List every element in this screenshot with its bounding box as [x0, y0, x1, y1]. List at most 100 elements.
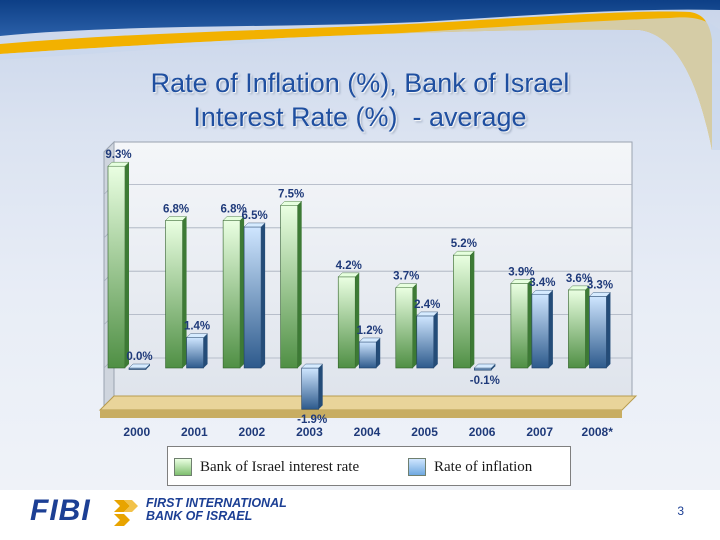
bar-interest-2002-front	[222, 220, 241, 369]
bar-interest-2004-side	[355, 272, 360, 368]
data-label-interest-2004: 4.2%	[336, 260, 362, 272]
data-label-inflation-2005: 2.4%	[414, 299, 440, 311]
bar-interest-2006	[452, 250, 475, 369]
bar-interest-2006-side	[470, 251, 475, 368]
bar-interest-2000	[107, 161, 130, 369]
data-label-inflation-2006: -0.1%	[470, 375, 500, 387]
bar-interest-2003-front	[280, 204, 298, 369]
bar-inflation-2007-top	[531, 290, 554, 295]
x-tick-label-2005: 2005	[411, 425, 438, 439]
x-tick-label-2000: 2000	[123, 425, 150, 439]
bar-inflation-2006	[473, 363, 496, 371]
x-tick-label-2008*: 2008*	[582, 425, 614, 439]
bar-inflation-2008*	[588, 292, 611, 369]
bar-interest-2003	[280, 201, 303, 369]
bar-interest-2000-top	[107, 161, 130, 167]
bar-inflation-2001-front	[186, 337, 204, 369]
bar-inflation-2000-front	[128, 367, 147, 370]
data-label-interest-2006: 5.2%	[451, 238, 477, 250]
bar-interest-2008*	[567, 285, 590, 369]
bar-interest-2004-front	[337, 276, 356, 369]
data-label-inflation-2000: 0.0%	[126, 351, 152, 363]
bar-inflation-2002-front	[243, 226, 262, 369]
title-line-2: Interest Rate (%) - average	[193, 102, 527, 132]
bar-interest-2005-front	[395, 287, 414, 369]
data-label-inflation-2007: 3.4%	[529, 277, 555, 289]
bank-name: FIRST INTERNATIONAL BANK OF ISRAEL	[146, 497, 287, 523]
bar-interest-2000-front	[107, 165, 126, 369]
bar-inflation-2002-top	[243, 222, 266, 228]
data-label-inflation-2001: 1.4%	[184, 321, 210, 333]
slide-title: Rate of Inflation (%), Bank of Israel In…	[60, 66, 660, 134]
bar-inflation-2008*-top	[588, 292, 611, 297]
x-tick-label-2001: 2001	[181, 425, 208, 439]
fibi-logo-wordmark: FIBI	[30, 494, 91, 527]
bar-inflation-2005-front	[416, 315, 435, 369]
bar-interest-2001	[165, 216, 188, 369]
data-label-interest-2001: 6.8%	[163, 203, 189, 215]
bar-interest-2002-side	[240, 216, 245, 368]
bar-inflation-2006-top	[473, 363, 496, 369]
bar-interest-2002	[222, 216, 245, 369]
bar-inflation-2004-front	[358, 341, 377, 369]
x-tick-label-2004: 2004	[354, 425, 381, 439]
bar-interest-2003-top	[280, 201, 303, 206]
legend-item-interest: Bank of Israel interest rate	[174, 458, 359, 476]
bar-interest-2006-front	[453, 254, 471, 369]
data-label-interest-2008*: 3.6%	[566, 273, 592, 285]
bank-name-line-2: BANK OF ISRAEL	[146, 509, 253, 523]
bar-interest-2005	[395, 283, 418, 369]
bar-inflation-2007	[531, 290, 554, 369]
bar-inflation-2001	[186, 333, 209, 369]
data-label-interest-2002: 6.8%	[221, 203, 247, 215]
bar-interest-2008*-top	[567, 285, 590, 291]
page-number: 3	[677, 504, 684, 518]
title-line-1: Rate of Inflation (%), Bank of Israel	[150, 68, 570, 98]
bar-interest-2007-top	[510, 279, 533, 284]
bar-interest-2005-side	[412, 283, 417, 368]
bar-inflation-2004	[358, 337, 381, 369]
bar-interest-2007	[510, 279, 533, 369]
bar-inflation-2006-front	[474, 367, 492, 371]
bar-inflation-2001-side	[203, 333, 208, 368]
chart-floor-edge	[100, 410, 622, 418]
data-label-interest-2000: 9.3%	[105, 149, 131, 161]
bar-interest-2008*-front	[568, 289, 586, 369]
bar-inflation-2004-side	[376, 337, 381, 368]
bar-interest-2001-side	[182, 216, 187, 368]
bar-interest-2001-front	[165, 220, 183, 369]
bar-inflation-2007-side	[548, 290, 553, 368]
bar-inflation-2006-side	[491, 364, 496, 371]
bar-inflation-2000-side	[146, 364, 150, 370]
bar-inflation-2005-top	[416, 311, 439, 317]
legend-item-inflation: Rate of inflation	[408, 458, 532, 476]
bar-interest-2001-top	[165, 216, 188, 221]
bar-inflation-2000-top	[128, 363, 151, 369]
bar-inflation-2000	[128, 363, 151, 370]
data-label-inflation-2003: -1.9%	[297, 414, 327, 426]
bar-inflation-2005-side	[433, 311, 438, 368]
bar-inflation-2003-side	[318, 364, 323, 410]
legend-swatch-interest	[174, 458, 192, 476]
bar-interest-2007-side	[527, 279, 532, 368]
slide-footer: FIBI FIRST INTERNATIONAL BANK OF ISRAEL …	[0, 490, 720, 540]
bar-inflation-2003-front	[301, 367, 319, 410]
legend-label-interest: Bank of Israel interest rate	[200, 458, 360, 475]
bar-interest-2008*-side	[585, 285, 590, 368]
data-label-inflation-2004: 1.2%	[357, 325, 383, 337]
chart-floor	[98, 395, 638, 411]
data-label-interest-2007: 3.9%	[508, 266, 534, 278]
bar-interest-2003-side	[297, 201, 302, 368]
x-tick-label-2007: 2007	[526, 425, 553, 439]
x-tick-label-2002: 2002	[239, 425, 266, 439]
bar-inflation-2008*-side	[606, 292, 611, 368]
legend-label-inflation: Rate of inflation	[434, 458, 533, 475]
bar-interest-2002-top	[222, 216, 245, 221]
bar-inflation-2002	[243, 222, 266, 369]
bar-inflation-2008*-front	[589, 296, 607, 369]
bar-inflation-2004-top	[358, 337, 381, 343]
data-label-inflation-2008*: 3.3%	[587, 279, 613, 291]
data-label-interest-2005: 3.7%	[393, 271, 419, 283]
